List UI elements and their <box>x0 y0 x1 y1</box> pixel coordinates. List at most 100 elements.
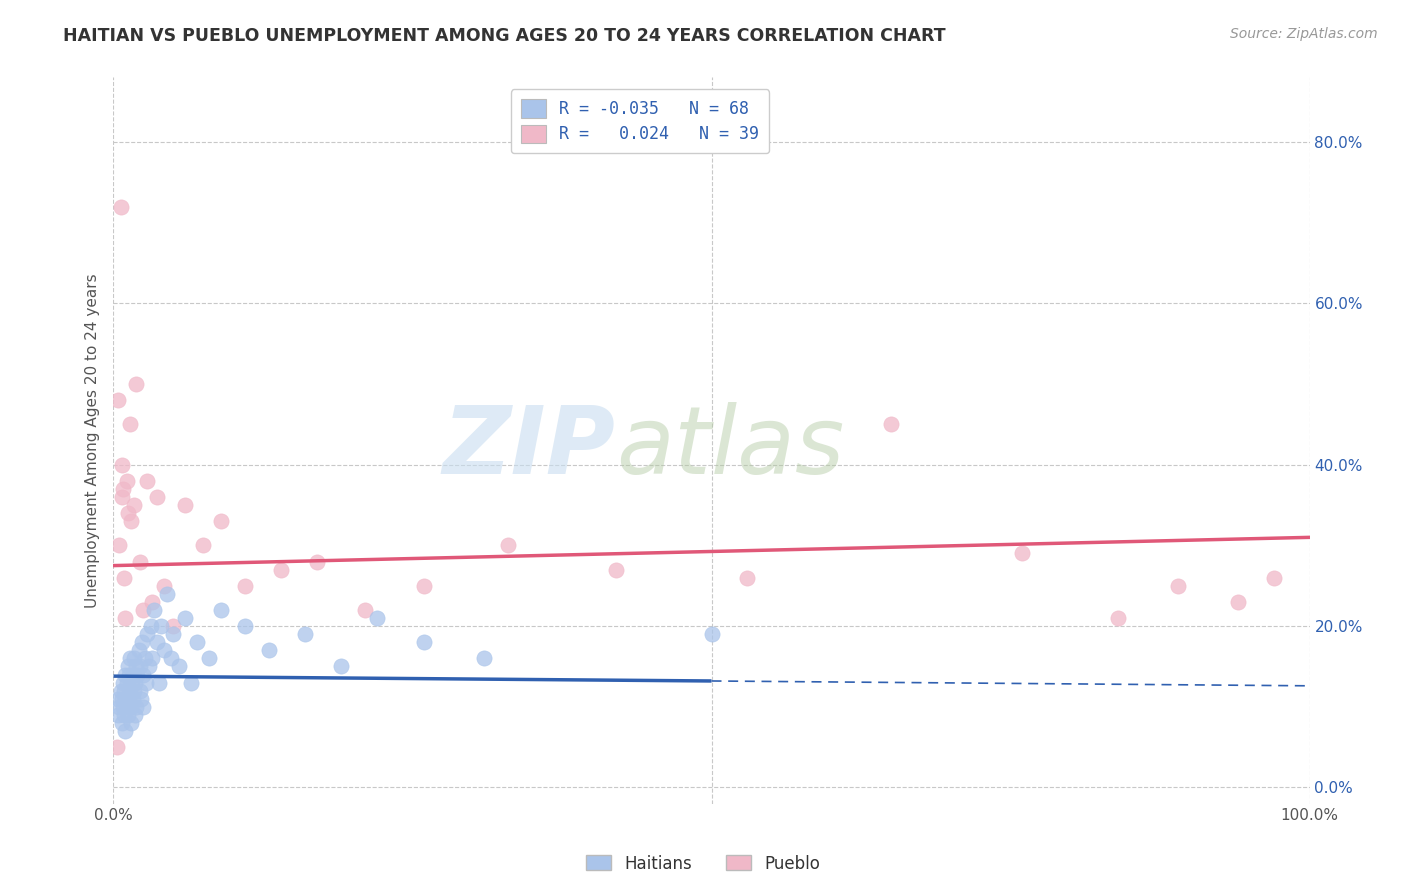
Point <box>128 659 150 673</box>
Point <box>132 667 155 681</box>
Point <box>117 506 139 520</box>
Point <box>1107 611 1129 625</box>
Point <box>115 474 138 488</box>
Point <box>131 635 153 649</box>
Point <box>186 635 208 649</box>
Point <box>160 651 183 665</box>
Point <box>115 675 138 690</box>
Point <box>180 675 202 690</box>
Text: atlas: atlas <box>616 402 844 493</box>
Point <box>1263 571 1285 585</box>
Point <box>121 667 143 681</box>
Point <box>139 619 162 633</box>
Point <box>366 611 388 625</box>
Point <box>124 707 146 722</box>
Point <box>112 707 135 722</box>
Point <box>737 571 759 585</box>
Point <box>270 563 292 577</box>
Point <box>125 659 148 673</box>
Legend: R = -0.035   N = 68, R =   0.024   N = 39: R = -0.035 N = 68, R = 0.024 N = 39 <box>510 89 769 153</box>
Point <box>1167 579 1189 593</box>
Point <box>111 691 134 706</box>
Point <box>880 417 903 432</box>
Point <box>124 675 146 690</box>
Y-axis label: Unemployment Among Ages 20 to 24 years: Unemployment Among Ages 20 to 24 years <box>86 273 100 607</box>
Point <box>125 377 148 392</box>
Point <box>114 667 136 681</box>
Point <box>112 571 135 585</box>
Point <box>413 579 436 593</box>
Point <box>353 603 375 617</box>
Point <box>128 555 150 569</box>
Point <box>120 675 142 690</box>
Point <box>136 627 159 641</box>
Point <box>127 667 149 681</box>
Point <box>108 538 131 552</box>
Point <box>128 643 150 657</box>
Point <box>496 538 519 552</box>
Point <box>162 627 184 641</box>
Point <box>112 683 135 698</box>
Point <box>233 619 256 633</box>
Point <box>329 659 352 673</box>
Point <box>120 699 142 714</box>
Point <box>117 707 139 722</box>
Point <box>111 715 134 730</box>
Point <box>156 587 179 601</box>
Point <box>152 643 174 657</box>
Point <box>112 675 135 690</box>
Text: ZIP: ZIP <box>443 401 616 494</box>
Point <box>1011 547 1033 561</box>
Point <box>413 635 436 649</box>
Point <box>233 579 256 593</box>
Point <box>174 611 197 625</box>
Point <box>138 659 160 673</box>
Point <box>145 635 167 649</box>
Point <box>120 514 142 528</box>
Point <box>169 659 191 673</box>
Point <box>115 699 138 714</box>
Point <box>117 659 139 673</box>
Point <box>114 724 136 739</box>
Point <box>134 651 156 665</box>
Point <box>114 611 136 625</box>
Point <box>152 579 174 593</box>
Point <box>108 699 131 714</box>
Point <box>162 619 184 633</box>
Point <box>132 699 155 714</box>
Point <box>118 691 141 706</box>
Point <box>120 651 142 665</box>
Point <box>128 683 150 698</box>
Point <box>112 482 135 496</box>
Point <box>148 675 170 690</box>
Point <box>198 651 221 665</box>
Point <box>150 619 173 633</box>
Point <box>122 683 145 698</box>
Point <box>105 740 128 755</box>
Point <box>122 651 145 665</box>
Point <box>132 603 155 617</box>
Point <box>135 675 157 690</box>
Point <box>107 691 129 706</box>
Point <box>605 563 627 577</box>
Point <box>121 691 143 706</box>
Point <box>114 691 136 706</box>
Point <box>111 458 134 472</box>
Point <box>141 595 163 609</box>
Point <box>111 490 134 504</box>
Point <box>257 643 280 657</box>
Point <box>136 474 159 488</box>
Point <box>141 651 163 665</box>
Point <box>143 603 166 617</box>
Text: Source: ZipAtlas.com: Source: ZipAtlas.com <box>1230 27 1378 41</box>
Point <box>107 393 129 408</box>
Point <box>120 683 142 698</box>
Point <box>120 715 142 730</box>
Text: HAITIAN VS PUEBLO UNEMPLOYMENT AMONG AGES 20 TO 24 YEARS CORRELATION CHART: HAITIAN VS PUEBLO UNEMPLOYMENT AMONG AGE… <box>63 27 946 45</box>
Point <box>174 498 197 512</box>
Point <box>209 514 232 528</box>
Point <box>118 667 141 681</box>
Point <box>193 538 215 552</box>
Point <box>107 707 129 722</box>
Point <box>294 627 316 641</box>
